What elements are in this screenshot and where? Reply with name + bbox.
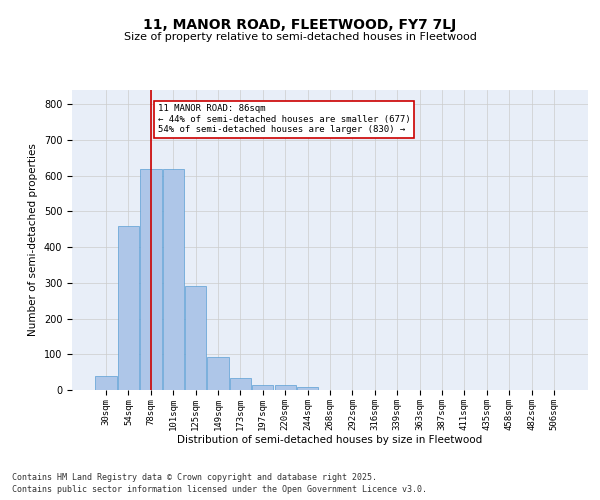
Bar [208, 357, 229, 390]
Text: Size of property relative to semi-detached houses in Fleetwood: Size of property relative to semi-detach… [124, 32, 476, 42]
Bar [297, 387, 318, 390]
Bar [140, 168, 161, 390]
Bar [118, 226, 139, 390]
Text: Contains HM Land Registry data © Crown copyright and database right 2025.: Contains HM Land Registry data © Crown c… [12, 472, 377, 482]
Text: 11, MANOR ROAD, FLEETWOOD, FY7 7LJ: 11, MANOR ROAD, FLEETWOOD, FY7 7LJ [143, 18, 457, 32]
Text: Contains public sector information licensed under the Open Government Licence v3: Contains public sector information licen… [12, 485, 427, 494]
Bar [163, 170, 184, 390]
Bar [275, 386, 296, 390]
X-axis label: Distribution of semi-detached houses by size in Fleetwood: Distribution of semi-detached houses by … [178, 436, 482, 446]
Bar [95, 376, 117, 390]
Bar [252, 384, 274, 390]
Bar [230, 378, 251, 390]
Bar [185, 286, 206, 390]
Y-axis label: Number of semi-detached properties: Number of semi-detached properties [28, 144, 38, 336]
Text: 11 MANOR ROAD: 86sqm
← 44% of semi-detached houses are smaller (677)
54% of semi: 11 MANOR ROAD: 86sqm ← 44% of semi-detac… [158, 104, 410, 134]
